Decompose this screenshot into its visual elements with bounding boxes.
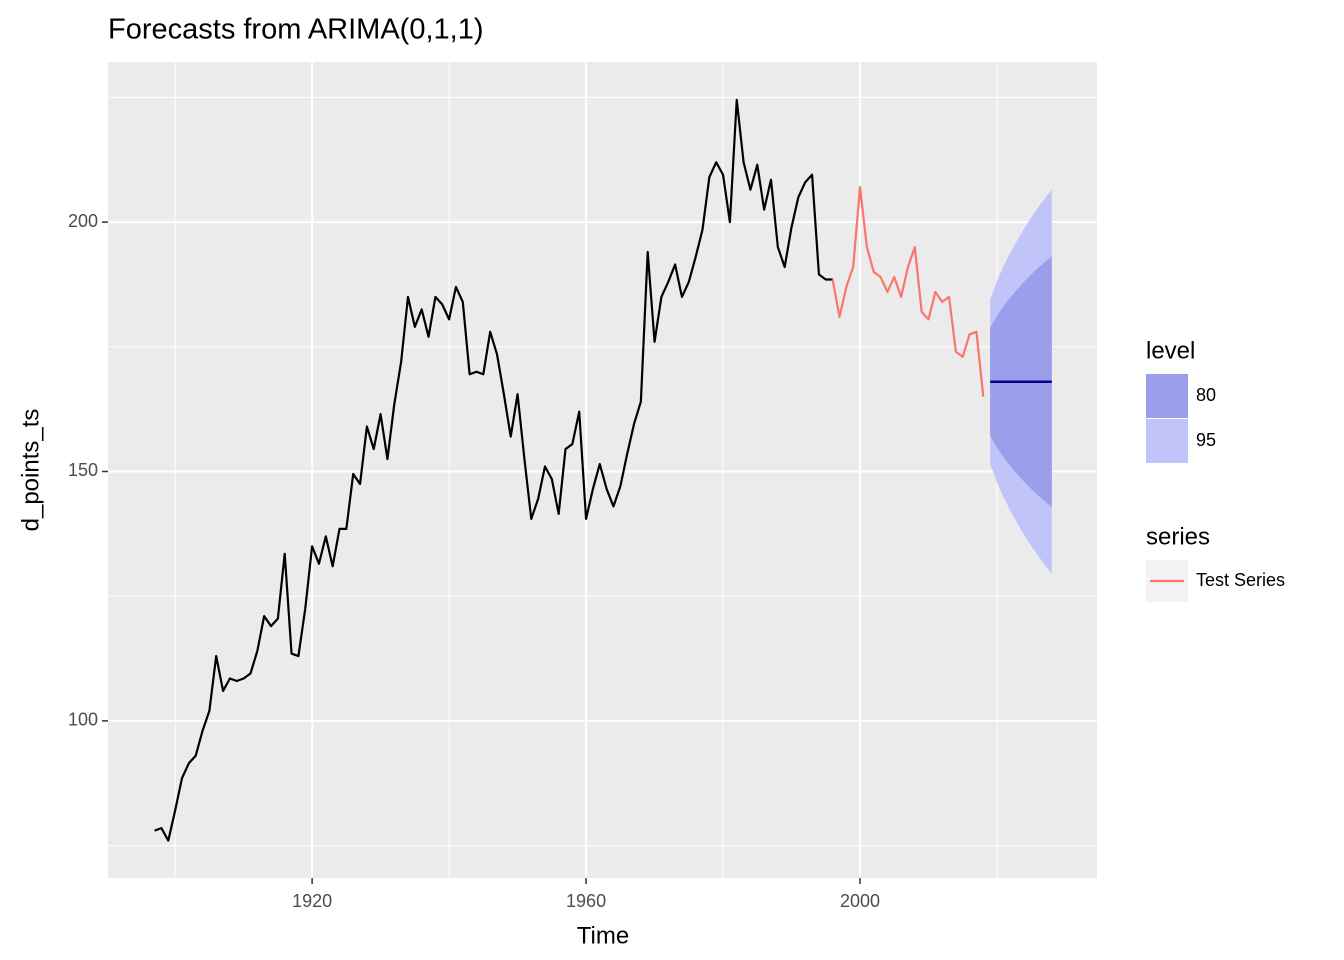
chart-title: Forecasts from ARIMA(0,1,1) <box>108 14 484 46</box>
y-axis-label: d_points_ts <box>17 409 44 532</box>
legend-label: 95 <box>1196 430 1216 450</box>
series-line <box>154 98 833 842</box>
x-tick-label: 2000 <box>840 891 880 911</box>
legend-label: Test Series <box>1196 570 1285 590</box>
x-axis-label: Time <box>577 922 629 949</box>
y-tick-label: 150 <box>68 460 98 480</box>
legend-key <box>1146 374 1188 418</box>
legend-label: 80 <box>1196 385 1216 405</box>
x-tick-label: 1920 <box>292 891 332 911</box>
x-tick-label: 1960 <box>566 891 606 911</box>
y-tick-label: 200 <box>68 211 98 231</box>
legend-title: series <box>1146 523 1210 550</box>
legend-key <box>1146 419 1188 463</box>
legend-title: level <box>1146 337 1195 364</box>
y-tick-label: 100 <box>68 710 98 730</box>
series-line <box>831 186 985 397</box>
